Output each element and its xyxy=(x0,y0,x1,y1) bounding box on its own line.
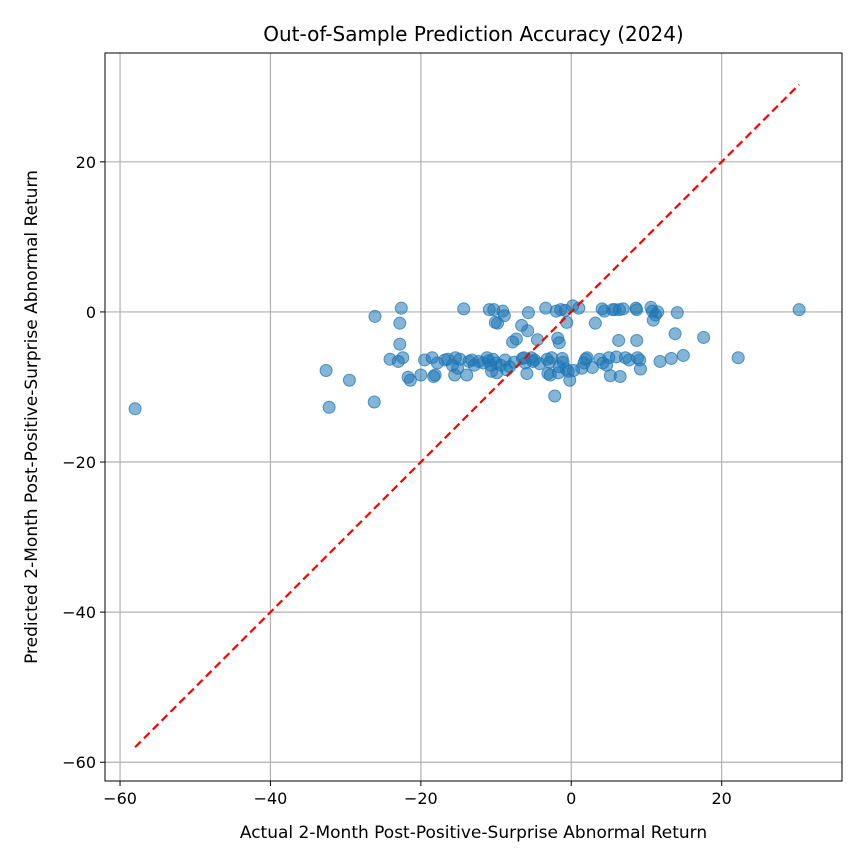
data-point xyxy=(676,348,690,362)
y-axis-ticks: −60 −40 −20 0 20 xyxy=(62,153,105,772)
data-point xyxy=(521,324,535,338)
y-tick-label: 20 xyxy=(76,153,96,172)
data-point xyxy=(792,303,806,317)
data-point xyxy=(396,351,410,365)
data-point xyxy=(651,305,665,319)
data-point xyxy=(428,368,442,382)
data-point xyxy=(612,333,626,347)
data-point xyxy=(630,333,644,347)
data-point xyxy=(368,309,382,323)
data-point xyxy=(367,395,381,409)
data-point xyxy=(613,369,627,383)
data-point xyxy=(630,303,644,317)
x-tick-label: −20 xyxy=(404,789,438,808)
data-point xyxy=(457,302,471,316)
data-point xyxy=(633,362,647,376)
data-point xyxy=(668,327,682,341)
data-point xyxy=(460,368,474,382)
data-point xyxy=(509,332,523,346)
data-point xyxy=(731,351,745,365)
y-axis-label: Predicted 2-Month Post-Positive-Surprise… xyxy=(22,170,42,664)
y-tick-label: −60 xyxy=(62,753,96,772)
y-tick-label: −40 xyxy=(62,603,96,622)
data-point xyxy=(403,373,417,387)
x-tick-label: −40 xyxy=(254,789,288,808)
data-point xyxy=(572,301,586,315)
perfect-prediction-line xyxy=(134,83,800,749)
data-point xyxy=(548,389,562,403)
x-axis-label: Actual 2-Month Post-Positive-Surprise Ab… xyxy=(240,823,707,843)
data-point xyxy=(697,330,711,344)
plot-frame xyxy=(104,52,843,782)
y-tick-label: −20 xyxy=(62,453,96,472)
data-point xyxy=(322,400,336,414)
data-point xyxy=(616,302,630,316)
chart-title: Out-of-Sample Prediction Accuracy (2024) xyxy=(263,22,683,46)
x-axis-ticks: −60 −40 −20 0 20 xyxy=(103,781,732,808)
data-point xyxy=(664,351,678,365)
data-point xyxy=(342,373,356,387)
data-point xyxy=(393,316,407,330)
data-point xyxy=(552,336,566,350)
data-point xyxy=(530,333,544,347)
data-point xyxy=(653,354,667,368)
data-point xyxy=(588,316,602,330)
data-point xyxy=(394,301,408,315)
reference-line-group xyxy=(134,83,800,749)
data-point xyxy=(393,337,407,351)
grid-lines xyxy=(105,53,842,781)
data-point xyxy=(414,368,428,382)
data-point xyxy=(319,363,333,377)
data-points xyxy=(128,299,806,416)
data-point xyxy=(560,315,574,329)
data-point xyxy=(521,306,535,320)
x-tick-label: −60 xyxy=(103,789,137,808)
data-point xyxy=(128,402,142,416)
data-point xyxy=(520,366,534,380)
data-point xyxy=(497,309,511,323)
x-tick-label: 0 xyxy=(566,789,576,808)
y-tick-label: 0 xyxy=(86,303,96,322)
data-point xyxy=(670,306,684,320)
x-tick-label: 20 xyxy=(711,789,731,808)
